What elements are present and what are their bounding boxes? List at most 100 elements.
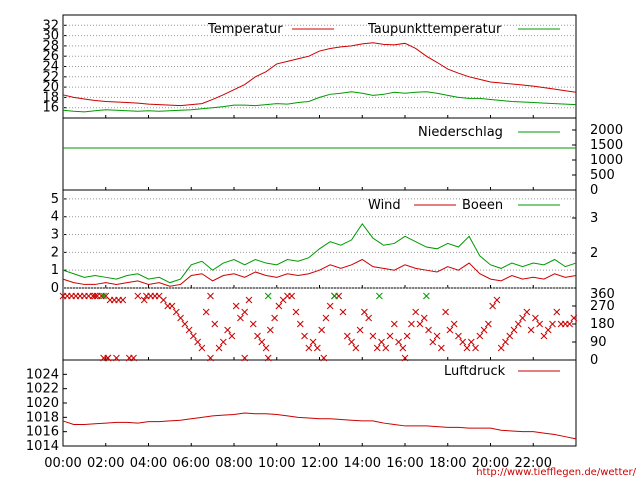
y-tick-label-right: 360 (590, 287, 615, 302)
wind-direction-mark (339, 308, 347, 316)
wind-direction-mark (266, 326, 274, 334)
wind-direction-mark (271, 314, 278, 322)
wind-direction-mark (429, 338, 437, 346)
wind-direction-mark (326, 302, 334, 310)
wind-direction-mark (493, 296, 501, 304)
x-tick-label: 20:00 (472, 456, 509, 471)
wind-direction-mark (288, 292, 296, 300)
wind-direction-mark (160, 296, 167, 304)
wind-direction-mark (442, 308, 449, 316)
wind-direction-mark (544, 326, 552, 334)
y-tick-label: 30 (42, 29, 59, 44)
wind-direction-mark (352, 344, 360, 352)
wind-direction-mark (570, 314, 578, 322)
x-tick-label: 18:00 (429, 456, 466, 471)
wind-direction-mark (463, 344, 471, 352)
wind-direction-mark (241, 354, 249, 362)
y-tick-label: 1014 (26, 439, 59, 454)
y-tick-label: 1018 (26, 410, 59, 425)
y-tick-label: 20 (42, 80, 59, 95)
series-line-Taupunkttemperatur (62, 91, 577, 113)
wind-direction-mark (241, 308, 249, 316)
wind-direction-mark (113, 354, 120, 362)
x-tick-label: 04:00 (130, 456, 167, 471)
y-tick-label: 28 (42, 39, 59, 54)
wind-direction-mark (348, 338, 355, 346)
y-tick-label: 1024 (26, 367, 59, 382)
wind-direction-mark (369, 332, 377, 340)
wind-direction-mark (331, 292, 338, 300)
wind-direction-mark (258, 338, 266, 346)
series-line-Boeen (62, 222, 577, 284)
y-tick-label: 18 (42, 90, 59, 105)
wind-direction-mark (232, 302, 240, 310)
wind-direction-mark (202, 308, 210, 316)
wind-direction-mark (455, 332, 462, 340)
series-line-Wind (62, 258, 577, 287)
x-tick-label: 06:00 (173, 456, 210, 471)
wind-direction-mark (497, 344, 505, 352)
wind-direction-mark (249, 320, 257, 328)
wind-direction-mark (425, 326, 432, 334)
wind-direction-mark (228, 332, 236, 340)
wind-direction-mark (343, 332, 351, 340)
wind-direction-mark (194, 338, 202, 346)
wind-direction-mark (373, 344, 381, 352)
wind-direction-mark (485, 320, 492, 328)
wind-direction-mark (172, 308, 180, 316)
wind-direction-mark (510, 326, 518, 334)
wind-direction-mark (314, 344, 321, 352)
wind-direction-mark (502, 338, 509, 346)
y-tick-label: 1022 (26, 382, 59, 397)
wind-direction-mark (401, 354, 409, 362)
wind-direction-mark (134, 292, 142, 300)
wind-direction-mark (527, 326, 535, 334)
x-tick-label: 16:00 (386, 456, 423, 471)
y-tick-label: 3 (51, 228, 59, 243)
y-tick-label: 1016 (26, 425, 59, 440)
wind-direction-mark (437, 344, 445, 352)
wind-direction-mark (264, 292, 272, 300)
x-tick-label: 14:00 (344, 456, 381, 471)
panel-frames (62, 14, 577, 447)
wind-direction-mark (416, 320, 424, 328)
wind-direction-mark (207, 292, 214, 300)
wind-direction-mark (403, 332, 411, 340)
wind-direction-mark (536, 320, 544, 328)
wind-direction-mark (506, 332, 514, 340)
wind-direction-mark (476, 332, 484, 340)
y-tick-label-right: 2000 (590, 123, 623, 138)
y-tick-label: 22 (42, 70, 59, 85)
y-tick-label: 24 (42, 60, 59, 75)
wind-direction-mark (245, 296, 253, 304)
wind-direction-mark (140, 296, 148, 304)
wind-direction-mark (489, 302, 496, 310)
wind-direction-mark (181, 320, 189, 328)
wind-direction-mark (433, 332, 441, 340)
wind-direction-mark (215, 344, 223, 352)
wind-direction-mark (399, 344, 407, 352)
y-tick-label: 1020 (26, 396, 59, 411)
wind-direction-mark (219, 338, 227, 346)
wind-direction-mark (382, 344, 390, 352)
y-tick-label: 5 (51, 192, 59, 207)
x-tick-label: 00:00 (44, 456, 81, 471)
wind-direction-mark (198, 344, 206, 352)
y-tick-label-right: 1500 (590, 138, 623, 153)
wind-direction-mark (446, 326, 454, 334)
footer-url[interactable]: http://www.tiefflegen.de/wetter/ (476, 467, 636, 478)
wind-direction-mark (549, 320, 556, 328)
wind-direction-mark (356, 326, 364, 334)
wind-direction-mark (480, 326, 488, 334)
wind-direction-mark (190, 332, 197, 340)
wind-direction-mark (390, 320, 398, 328)
wind-direction-mark (168, 302, 176, 310)
wind-direction-mark (378, 338, 385, 346)
chart-marks (59, 42, 578, 440)
y-tick-label-right: 180 (590, 317, 615, 332)
x-tick-label: 08:00 (215, 456, 252, 471)
y-tick-label-right: 0 (590, 353, 598, 368)
wind-direction-mark (450, 320, 458, 328)
wind-direction-mark (553, 308, 561, 316)
